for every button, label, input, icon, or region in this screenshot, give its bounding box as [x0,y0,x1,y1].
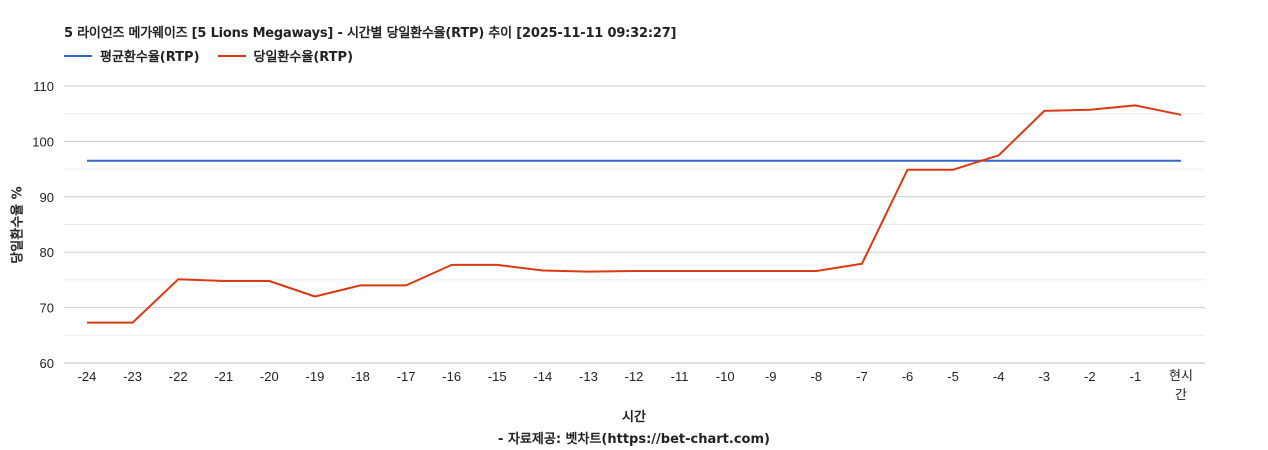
chart-title: 5 라이언즈 메가웨이즈 [5 Lions Megaways] - 시간별 당일… [64,26,677,41]
x-tick-label: -19 [306,369,325,384]
y-tick-label: 110 [33,79,54,94]
y-tick-label: 100 [32,134,54,149]
y-tick-label: 70 [40,301,54,316]
x-tick-label: -21 [214,369,233,384]
x-tick-label: -9 [765,369,777,384]
x-tick-label: -1 [1130,369,1142,384]
x-tick-label: -18 [351,369,370,384]
x-tick-label: -23 [123,369,142,384]
x-tick-label: -24 [78,369,97,384]
x-tick-label: -4 [993,369,1005,384]
data-source-credit: - 자료제공: 벳차트(https://bet-chart.com) [498,432,770,447]
x-tick-label: -2 [1084,369,1096,384]
x-tick-label: -10 [716,369,735,384]
y-tick-label: 60 [40,356,54,371]
x-tick-label: -5 [947,369,959,384]
x-tick-label: 간 [1175,387,1187,402]
x-tick-label: -14 [533,369,552,384]
x-tick-label: -17 [397,369,416,384]
x-tick-label: -12 [625,369,644,384]
x-tick-label: -15 [488,369,507,384]
x-tick-label: -13 [579,369,598,384]
legend-label: 평균환수율(RTP) [100,50,200,65]
x-tick-label: -22 [169,369,188,384]
y-tick-label: 80 [40,245,54,260]
chart-legend: 평균환수율(RTP) 당일환수율(RTP) [64,46,371,65]
x-tick-label: -3 [1038,369,1050,384]
legend-item-average-rtp[interactable]: 평균환수율(RTP) [64,46,200,65]
y-tick-label: 90 [40,190,54,205]
x-tick-label: -16 [442,369,461,384]
x-tick-label: -20 [260,369,279,384]
x-tick-label: -7 [856,369,868,384]
x-tick-label: 현시 [1169,368,1193,383]
legend-swatch-blue [64,54,92,57]
legend-item-daily-rtp[interactable]: 당일환수율(RTP) [217,46,354,65]
x-tick-label: -8 [811,369,823,384]
x-tick-label: -6 [902,369,914,384]
legend-label: 당일환수율(RTP) [253,50,354,65]
daily-rtp-line[interactable] [87,104,1182,324]
legend-swatch-red [217,54,246,57]
x-axis-title: 시간 [622,410,646,425]
x-tick-label: -11 [671,369,689,384]
